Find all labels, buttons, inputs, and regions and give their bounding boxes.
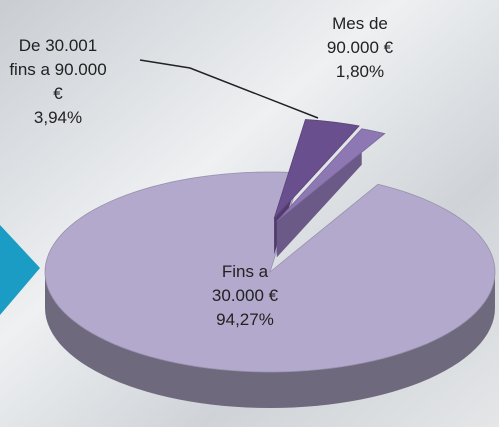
category-label: De 30.001 fins a 90.000 € [9,36,107,103]
value-label: 3,94% [33,108,83,127]
slice [44,171,496,373]
category-label: Mes de 90.000 € [326,14,394,57]
value-label: 1,80% [335,62,385,81]
leader-line [139,59,319,119]
slice-label: Mes de 90.000 € 1,80% [310,12,410,84]
pie [44,119,496,408]
value-label: 94,27% [216,310,274,329]
category-label: Fins a 30.000 € [211,262,279,305]
slice [276,128,386,222]
slice-label: De 30.001 fins a 90.000 € 3,94% [8,34,108,130]
slice [273,119,360,219]
arrow-decoration [0,225,40,315]
slice-label: Fins a 30.000 € 94,27% [195,260,295,332]
slice-side [45,272,495,408]
